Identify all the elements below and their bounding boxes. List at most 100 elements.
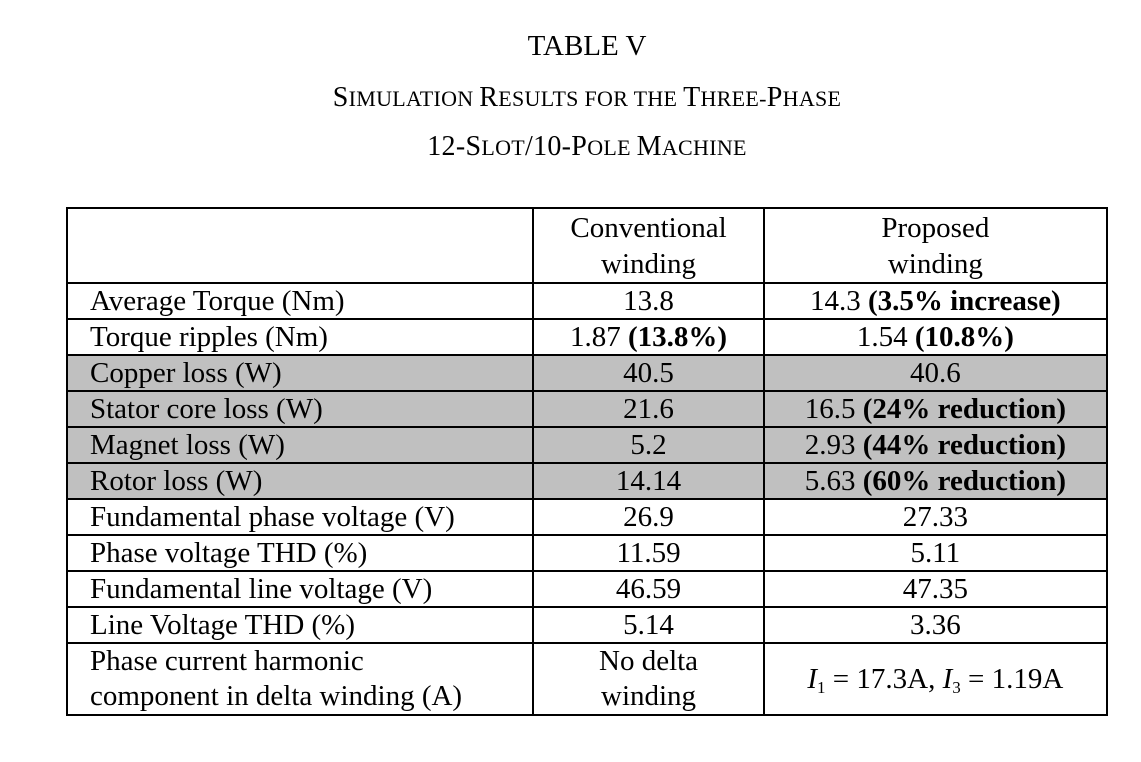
- subscript-1: 1: [817, 677, 826, 697]
- conventional-value-number: 13.8: [623, 285, 674, 317]
- conventional-value: 13.8: [532, 282, 765, 320]
- proposed-value-number: 2.93: [804, 429, 856, 461]
- conventional-value-number: 5.2: [630, 429, 667, 461]
- proposed-value: 3.36: [762, 606, 1109, 644]
- conventional-value-number: 46.59: [615, 573, 682, 605]
- caption-small-caps: ACHINE: [661, 135, 747, 160]
- caption-letter: /10-P: [525, 131, 588, 162]
- conventional-value-number: 14.14: [615, 465, 682, 497]
- proposed-value: 1.54 (10.8%): [762, 318, 1109, 356]
- proposed-value: 16.5 (24% reduction): [762, 390, 1109, 428]
- row-label-line-2: component in delta winding (A): [90, 680, 463, 712]
- caption-letter: T: [683, 82, 701, 113]
- proposed-value: 5.11: [762, 534, 1109, 572]
- conventional-value: 11.59: [532, 534, 765, 572]
- proposed-value-number: 1.54: [856, 321, 908, 353]
- caption-small-caps: IMULATION: [348, 86, 480, 111]
- caption-small-caps: HASE: [782, 86, 842, 111]
- row-label: Fundamental line voltage (V): [65, 570, 535, 608]
- table-row: Copper loss (W) 40.5 40.6: [65, 354, 1109, 392]
- conventional-value: 5.2: [532, 426, 765, 464]
- proposed-value: 2.93 (44% reduction): [762, 426, 1109, 464]
- row-label: Average Torque (Nm): [65, 282, 535, 320]
- conventional-value: 14.14: [532, 462, 765, 500]
- table-number: TABLE V: [527, 30, 647, 62]
- conventional-value-number: 26.9: [623, 501, 674, 533]
- header-conventional-line-1: Conventional: [570, 211, 727, 244]
- conventional-value-line-1: No delta: [599, 645, 699, 677]
- row-label: Magnet loss (W): [65, 426, 535, 464]
- table-row: Phase voltage THD (%) 11.59 5.11: [65, 534, 1109, 572]
- caption-letter: M: [636, 131, 662, 162]
- proposed-value-number: 47.35: [902, 573, 968, 605]
- row-label: Rotor loss (W): [65, 462, 535, 500]
- conventional-value-number: 11.59: [616, 537, 681, 569]
- row-label: Phase current harmonic component in delt…: [65, 642, 535, 716]
- caption-letter: S: [332, 82, 349, 113]
- caption-letter: R: [479, 82, 499, 113]
- proposed-value: I1 = 17.3A, I3 = 1.19A: [762, 642, 1109, 716]
- conventional-value: 5.14: [532, 606, 765, 644]
- proposed-value-number: 27.33: [902, 501, 968, 533]
- conventional-value-number: 5.14: [623, 609, 674, 641]
- caption-small-caps: ESULTS FOR THE: [498, 86, 684, 111]
- caption-small-caps: HREE-: [700, 86, 767, 111]
- proposed-value-number: 16.5: [804, 393, 856, 425]
- table-row: Torque ripples (Nm) 1.87 (13.8%) 1.54 (10.…: [65, 318, 1109, 356]
- proposed-value: 27.33: [762, 498, 1109, 536]
- header-row: Conventional winding Proposed winding: [65, 207, 1109, 284]
- table-row: Line Voltage THD (%) 5.14 3.36: [65, 606, 1109, 644]
- header-conventional: Conventional winding: [532, 207, 765, 284]
- conventional-value-change-note: (13.8%): [627, 321, 728, 353]
- header-proposed: Proposed winding: [762, 207, 1109, 284]
- proposed-value-change-note: (24% reduction): [862, 393, 1066, 425]
- current-value-i1: = 17.3A,: [825, 662, 943, 695]
- row-label: Torque ripples (Nm): [65, 318, 535, 356]
- conventional-value: 26.9: [532, 498, 765, 536]
- row-label: Line Voltage THD (%): [65, 606, 535, 644]
- proposed-value-number: 5.63: [804, 465, 856, 497]
- subscript-3: 3: [952, 677, 961, 697]
- conventional-value: 1.87 (13.8%): [532, 318, 765, 356]
- row-label: Fundamental phase voltage (V): [65, 498, 535, 536]
- proposed-value-change-note: (10.8%): [914, 321, 1014, 353]
- table-row: Fundamental line voltage (V) 46.59 47.35: [65, 570, 1109, 608]
- proposed-value: 40.6: [762, 354, 1109, 392]
- conventional-value: 46.59: [532, 570, 765, 608]
- table-row: Fundamental phase voltage (V) 26.9 27.33: [65, 498, 1109, 536]
- conventional-value-number: 21.6: [623, 393, 674, 425]
- caption-small-caps: OLE: [587, 135, 637, 160]
- results-table: Conventional winding Proposed winding Av…: [65, 207, 1109, 716]
- harmonic-component-row: Phase current harmonic component in delt…: [65, 642, 1109, 716]
- proposed-value-number: 40.6: [909, 357, 961, 389]
- caption-title-line-2: 12-SLOT/10-POLE MACHINE: [0, 131, 1141, 164]
- header-conventional-line-2: winding: [601, 247, 697, 280]
- proposed-value-change-note: (60% reduction): [862, 465, 1066, 497]
- caption-letter: P: [766, 82, 783, 113]
- table-row: Rotor loss (W) 14.14 5.63 (60% reduction): [65, 462, 1109, 500]
- current-symbol-i3: I: [942, 662, 953, 695]
- current-symbol-i1: I: [807, 662, 818, 695]
- proposed-value-number: 5.11: [910, 537, 961, 569]
- proposed-value-change-note: (44% reduction): [862, 429, 1066, 461]
- caption-title-line-1: SIMULATION RESULTS FOR THE THREE-PHASE: [0, 82, 1141, 115]
- caption-letter: 12-S: [427, 131, 482, 162]
- table-row: Stator core loss (W) 21.6 16.5 (24% reduct…: [65, 390, 1109, 428]
- proposed-value-number: 14.3: [809, 285, 861, 317]
- row-label: Phase voltage THD (%): [65, 534, 535, 572]
- table-row: Magnet loss (W) 5.2 2.93 (44% reduction): [65, 426, 1109, 464]
- header-corner-cell: [65, 207, 535, 284]
- proposed-value: 5.63 (60% reduction): [762, 462, 1109, 500]
- conventional-value-number: 1.87: [569, 321, 621, 353]
- proposed-value-number: 3.36: [909, 609, 961, 641]
- header-proposed-line-2: winding: [887, 247, 983, 280]
- header-proposed-line-1: Proposed: [881, 211, 990, 244]
- row-label-line-1: Phase current harmonic: [90, 645, 364, 677]
- conventional-value: 40.5: [532, 354, 765, 392]
- proposed-value: 14.3 (3.5% increase): [762, 282, 1109, 320]
- table-row: Average Torque (Nm) 13.8 14.3 (3.5% increa…: [65, 282, 1109, 320]
- conventional-value: 21.6: [532, 390, 765, 428]
- proposed-value-change-note: (3.5% increase): [867, 285, 1061, 317]
- row-label: Stator core loss (W): [65, 390, 535, 428]
- conventional-value: No delta winding: [532, 642, 765, 716]
